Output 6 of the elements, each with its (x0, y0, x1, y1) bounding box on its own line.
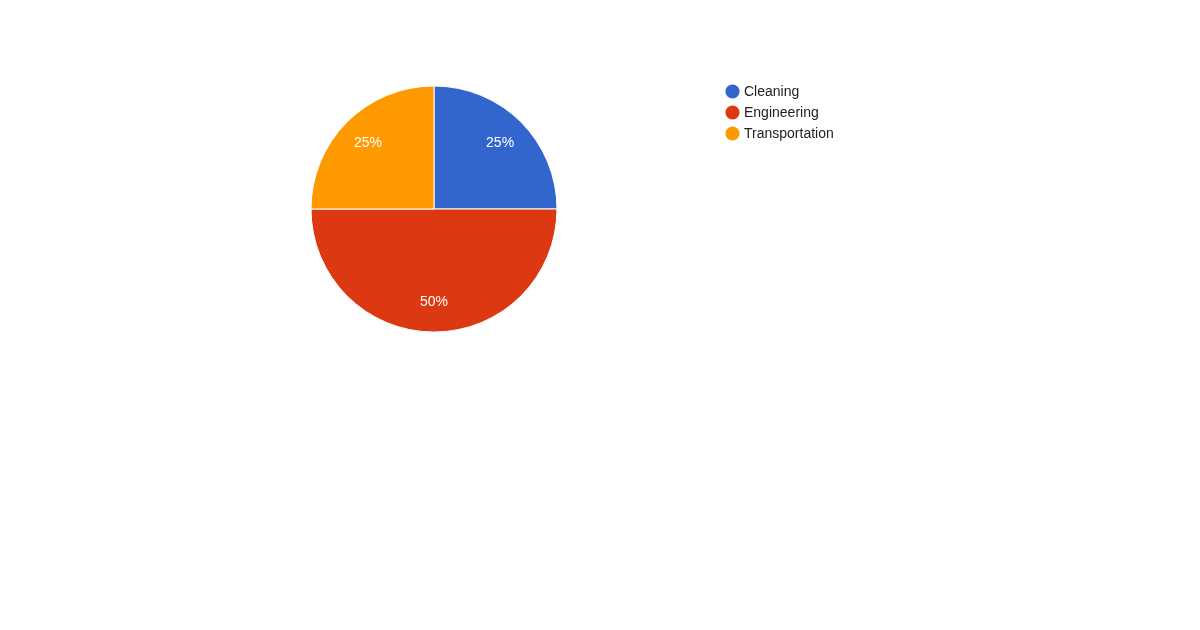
legend-label: Cleaning (744, 82, 800, 99)
legend-label: Transportation (744, 124, 834, 141)
data-label: 25% (353, 133, 382, 150)
data-label: 50% (419, 293, 449, 310)
legend-label: Engineering (744, 103, 819, 120)
data-label: 25% (486, 133, 515, 150)
